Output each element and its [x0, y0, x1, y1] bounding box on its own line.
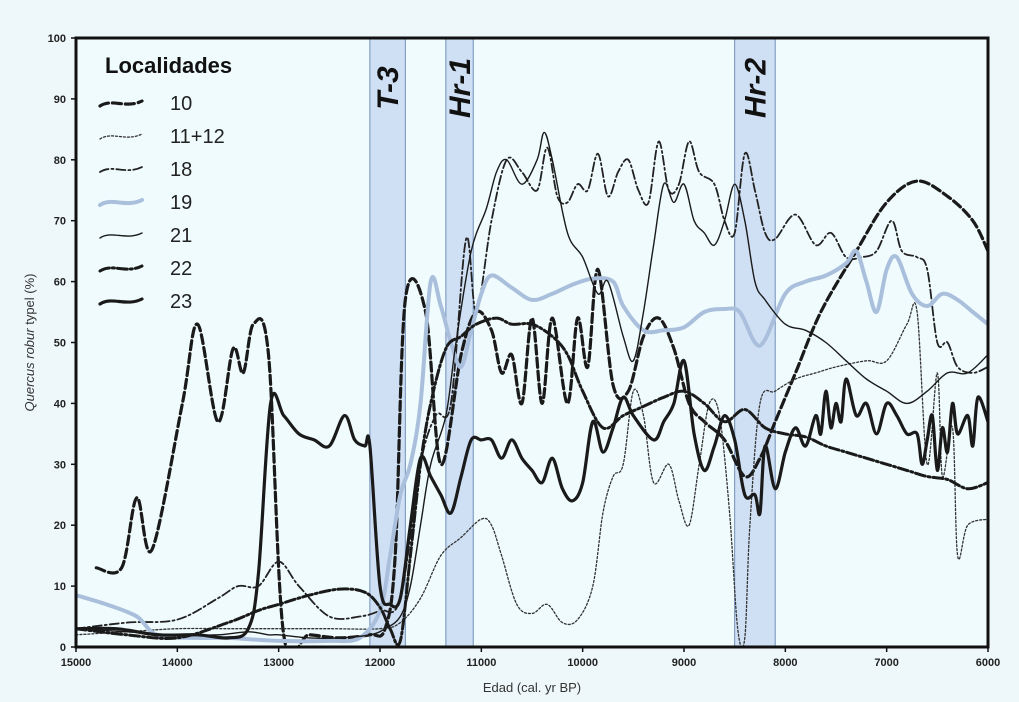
- band-label-hr-2: Hr-2: [739, 58, 772, 118]
- legend-swatch-21: [99, 232, 143, 239]
- series-line-22: [76, 316, 988, 647]
- legend-swatch-19: [98, 198, 144, 207]
- legend-label-10: 10: [170, 93, 192, 115]
- x-tick-label: 15000: [61, 657, 92, 669]
- legend-label-23: 23: [170, 291, 192, 313]
- y-tick-label: 60: [54, 277, 66, 289]
- series-line-21: [76, 131, 988, 639]
- y-tick-label: 20: [54, 520, 66, 532]
- legend-label-22: 22: [170, 258, 192, 280]
- legend-label-18: 18: [170, 159, 192, 181]
- legend-title: Localidades: [105, 53, 232, 78]
- x-tick-label: 11000: [466, 657, 496, 669]
- y-tick-label: 100: [48, 33, 66, 45]
- y-tick-label: 0: [60, 642, 66, 654]
- x-tick-label: 8000: [773, 657, 797, 669]
- y-tick-label: 50: [54, 338, 66, 350]
- legend-swatch-22: [98, 264, 144, 273]
- band-label-hr-1: Hr-1: [444, 58, 477, 118]
- y-tick-label: 90: [54, 94, 66, 106]
- x-tick-label: 6000: [976, 657, 1000, 669]
- y-tick-label: 80: [54, 155, 66, 167]
- legend-label-19: 19: [170, 192, 192, 214]
- plot-background: [76, 38, 988, 647]
- band-label-t-3: T-3: [372, 66, 405, 110]
- y-tick-label: 30: [54, 459, 66, 471]
- legend-swatch-10: [98, 99, 144, 108]
- y-tick-label: 10: [54, 581, 66, 593]
- y-tick-label: 70: [54, 216, 66, 228]
- legend-label-21: 21: [170, 225, 192, 247]
- series-line-23: [76, 359, 988, 640]
- x-tick-label: 10000: [567, 657, 598, 669]
- y-axis-title: Quercus robur typel (%): [22, 274, 37, 412]
- x-tick-label: 14000: [162, 657, 193, 669]
- x-tick-label: 13000: [263, 657, 294, 669]
- legend-label-11-12: 11+12: [170, 126, 225, 148]
- y-axis-title-rest: typel (%): [22, 274, 37, 329]
- legend-swatch-18: [99, 166, 143, 173]
- series-line-11-12: [76, 302, 988, 647]
- legend-swatch-23: [98, 297, 144, 306]
- x-tick-label: 7000: [874, 657, 898, 669]
- band-t-3: [369, 37, 406, 648]
- x-tick-label: 9000: [672, 657, 696, 669]
- x-axis-title: Edad (cal. yr BP): [483, 680, 581, 695]
- x-tick-label: 12000: [365, 657, 396, 669]
- y-axis-title-italic: Quercus robur: [22, 328, 37, 412]
- legend-swatch-11-12: [99, 133, 143, 140]
- y-tick-label: 40: [54, 398, 66, 410]
